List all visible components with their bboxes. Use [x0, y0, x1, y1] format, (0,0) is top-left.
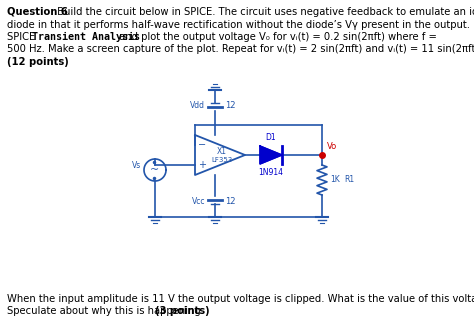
Text: +: +	[198, 160, 206, 170]
Text: Build the circuit below in SPICE. The circuit uses negative feedback to emulate : Build the circuit below in SPICE. The ci…	[54, 7, 474, 17]
Text: 1N914: 1N914	[258, 168, 283, 177]
Text: Vo: Vo	[327, 142, 337, 151]
Text: R1: R1	[344, 175, 354, 184]
Polygon shape	[260, 146, 282, 164]
Text: Question 6: Question 6	[7, 7, 68, 17]
Text: ~: ~	[150, 165, 160, 175]
Text: Vs: Vs	[132, 162, 141, 171]
Text: D1: D1	[266, 133, 276, 142]
Text: SPICE: SPICE	[7, 32, 38, 42]
Text: 12: 12	[225, 101, 236, 110]
Text: diode in that it performs half-wave rectification without the diode’s Vγ present: diode in that it performs half-wave rect…	[7, 19, 474, 29]
Text: Transient Analysis: Transient Analysis	[32, 32, 140, 42]
Text: When the input amplitude is 11 V the output voltage is clipped. What is the valu: When the input amplitude is 11 V the out…	[7, 294, 474, 304]
Text: X1: X1	[217, 147, 227, 155]
Text: 12: 12	[225, 196, 236, 205]
Text: Vcc: Vcc	[191, 196, 205, 205]
Text: 1K: 1K	[330, 175, 340, 184]
Text: LF353: LF353	[211, 157, 233, 163]
Text: Speculate about why this is happening.: Speculate about why this is happening.	[7, 307, 207, 317]
Text: −: −	[198, 140, 206, 150]
Text: 500 Hz. Make a screen capture of the plot. Repeat for vᵢ(t) = 2 sin(2πft) and vᵢ: 500 Hz. Make a screen capture of the plo…	[7, 45, 474, 55]
Text: and plot the output voltage V₀ for vᵢ(t) = 0.2 sin(2πft) where f =: and plot the output voltage V₀ for vᵢ(t)…	[116, 32, 437, 42]
Text: (12 points): (12 points)	[7, 57, 69, 67]
Text: (3 points): (3 points)	[155, 307, 210, 317]
Text: Vdd: Vdd	[190, 101, 205, 110]
